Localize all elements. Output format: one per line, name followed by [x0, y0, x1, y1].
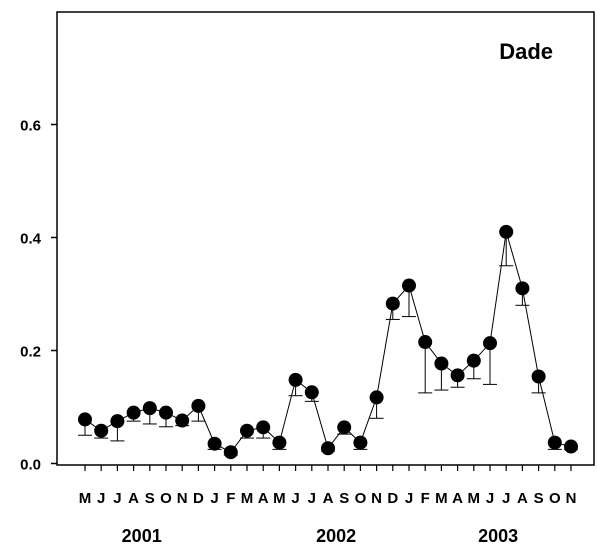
data-point	[110, 414, 125, 429]
series-line	[84, 231, 572, 453]
year-label: 2002	[316, 526, 356, 546]
x-tick-label: N	[371, 490, 382, 507]
x-tick-label: F	[226, 490, 235, 507]
x-tick-label: A	[452, 490, 463, 507]
data-point	[126, 405, 141, 420]
x-tick-label: D	[193, 490, 204, 507]
x-tick-label: J	[502, 490, 510, 507]
x-tick-label: J	[97, 490, 105, 507]
x-tick-label: N	[566, 490, 577, 507]
data-point	[78, 412, 92, 427]
data-point	[450, 368, 465, 383]
y-tick-label: 0.2	[20, 344, 41, 361]
data-point	[142, 401, 157, 416]
x-tick-label: A	[323, 490, 334, 507]
x-tick-label: A	[517, 490, 528, 507]
data-point	[515, 281, 530, 296]
data-point	[321, 441, 335, 456]
x-tick-label: M	[468, 490, 481, 507]
x-tick-label: D	[387, 490, 398, 507]
data-point	[337, 420, 352, 435]
data-point	[353, 435, 368, 450]
x-tick-label: S	[145, 490, 155, 507]
x-tick-label: A	[128, 490, 139, 507]
x-tick-label: J	[113, 490, 121, 507]
x-tick-label: A	[258, 490, 269, 507]
y-tick-label: 0.0	[20, 457, 41, 474]
y-axis: 0.0 0.2 0.4 0.6	[20, 118, 57, 474]
plot-frame	[56, 11, 595, 466]
year-label: 2001	[122, 526, 162, 546]
data-point	[547, 435, 562, 450]
data-point	[159, 405, 173, 420]
x-tick-label: O	[355, 490, 367, 507]
data-point	[272, 435, 287, 450]
data-point	[256, 420, 271, 435]
x-tick-label: J	[291, 490, 299, 507]
data-point	[418, 335, 433, 350]
data-point	[499, 224, 514, 239]
x-tick-label: M	[241, 490, 254, 507]
x-tick-label: O	[549, 490, 561, 507]
data-point	[240, 423, 254, 438]
data-point	[369, 390, 384, 405]
x-tick-label: S	[534, 490, 544, 507]
y-tick-label: 0.6	[20, 118, 41, 135]
data-point	[191, 398, 206, 413]
data-point	[564, 439, 578, 454]
data-point	[402, 278, 416, 293]
x-tick-label: M	[435, 490, 448, 507]
x-tick-label: O	[160, 490, 172, 507]
data-point	[288, 372, 303, 387]
chart-title: Dade	[499, 39, 553, 64]
data-point	[223, 445, 238, 460]
data-point	[175, 413, 190, 428]
x-tick-label: J	[486, 490, 494, 507]
x-tick-label: J	[308, 490, 316, 507]
data-point	[304, 385, 319, 400]
year-label: 2003	[478, 526, 518, 546]
data-point	[207, 436, 222, 451]
x-tick-label: F	[421, 490, 430, 507]
series-group	[78, 224, 578, 460]
data-point	[385, 296, 400, 311]
x-tick-label: S	[339, 490, 349, 507]
y-tick-label: 0.4	[20, 231, 42, 248]
data-point	[94, 423, 109, 438]
data-point	[483, 336, 497, 351]
x-tick-label: J	[210, 490, 218, 507]
data-point	[434, 356, 449, 371]
data-point	[531, 369, 546, 384]
x-tick-label: N	[177, 490, 188, 507]
x-tick-label: M	[79, 490, 92, 507]
data-point	[466, 353, 481, 368]
x-tick-label: J	[405, 490, 413, 507]
x-tick-label: M	[273, 490, 286, 507]
